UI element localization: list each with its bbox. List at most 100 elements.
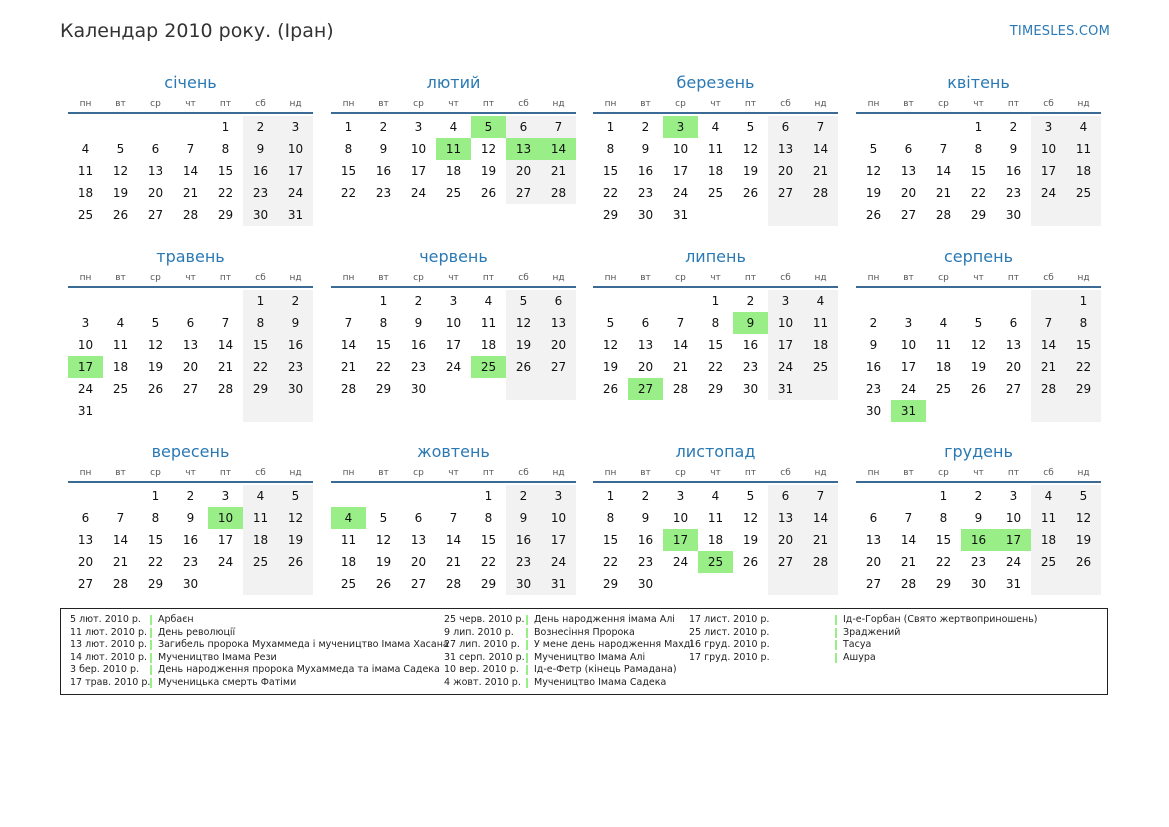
legend-holiday-name: Тасуа <box>843 639 872 651</box>
day-cell: 19 <box>515 338 532 352</box>
day-cell: 24 <box>900 382 917 396</box>
weekday-label: сб <box>1043 99 1054 109</box>
day-cell: 7 <box>221 316 230 330</box>
weekday-label: пн <box>79 273 92 283</box>
day-cell: 26 <box>865 208 882 222</box>
legend-holiday-name: День революції <box>158 626 236 638</box>
day-cell: 16 <box>1005 164 1022 178</box>
day-cell: 28 <box>812 555 829 569</box>
holiday-day-cell: 5 <box>471 116 506 138</box>
day-cell: 11 <box>935 338 952 352</box>
day-cell: 9 <box>974 511 983 525</box>
day-cell: 22 <box>480 555 497 569</box>
day-cell: 3 <box>1044 120 1053 134</box>
day-cell: 2 <box>379 120 388 134</box>
weekend-shade <box>278 116 313 226</box>
day-cell: 10 <box>550 511 567 525</box>
day-cell: 27 <box>410 577 427 591</box>
month-name: січень <box>164 73 217 92</box>
day-cell: 13 <box>77 533 94 547</box>
brand-link[interactable]: TIMESLES.COM <box>1009 24 1110 39</box>
day-cell: 4 <box>711 120 720 134</box>
day-cell: 22 <box>375 360 392 374</box>
weekday-label: вт <box>640 99 651 109</box>
day-cell: 27 <box>550 360 567 374</box>
day-cell: 1 <box>711 294 720 308</box>
day-cell: 13 <box>147 164 164 178</box>
day-cell: 29 <box>375 382 392 396</box>
day-cell: 23 <box>182 555 199 569</box>
day-cell: 13 <box>777 142 794 156</box>
day-cell: 13 <box>410 533 427 547</box>
weekday-label: чт <box>448 273 459 283</box>
month-name: травень <box>156 247 225 266</box>
day-cell: 5 <box>974 316 983 330</box>
day-cell: 26 <box>375 577 392 591</box>
day-cell: 28 <box>445 577 462 591</box>
day-cell: 14 <box>900 533 917 547</box>
day-cell: 19 <box>287 533 304 547</box>
weekday-label: ср <box>938 99 949 109</box>
weekday-label: вт <box>378 468 389 478</box>
day-cell: 23 <box>515 555 532 569</box>
day-cell: 20 <box>777 533 794 547</box>
day-cell: 30 <box>742 382 759 396</box>
day-cell: 7 <box>186 142 195 156</box>
weekend-shade <box>803 116 838 226</box>
weekday-label: нд <box>289 273 302 283</box>
day-cell: 12 <box>1075 511 1092 525</box>
day-cell: 26 <box>287 555 304 569</box>
weekday-label: ср <box>938 468 949 478</box>
day-cell: 8 <box>484 511 493 525</box>
legend-date: 16 груд. 2010 р. <box>689 639 770 651</box>
day-cell: 5 <box>379 511 388 525</box>
header-rule <box>331 286 576 288</box>
month-name: липень <box>685 247 746 266</box>
day-cell: 2 <box>641 489 650 503</box>
day-cell: 3 <box>81 316 90 330</box>
day-cell: 18 <box>1075 164 1092 178</box>
day-cell: 5 <box>116 142 125 156</box>
day-cell: 24 <box>672 555 689 569</box>
weekday-label: пт <box>744 99 757 109</box>
day-cell: 21 <box>217 360 234 374</box>
day-cell: 10 <box>287 142 304 156</box>
day-cell: 20 <box>410 555 427 569</box>
weekday-label: сб <box>255 99 266 109</box>
legend-marker <box>526 677 528 688</box>
weekend-shade <box>243 290 278 422</box>
weekday-label: пн <box>604 468 617 478</box>
day-cell: 17 <box>672 164 689 178</box>
weekday-label: ср <box>413 468 424 478</box>
legend-holiday-name: Мучеництво Імама Рези <box>158 651 277 663</box>
legend-marker <box>835 640 837 651</box>
day-cell: 30 <box>252 208 269 222</box>
day-cell: 9 <box>379 142 388 156</box>
weekday-label: вт <box>903 273 914 283</box>
month-name: червень <box>419 247 488 266</box>
day-cell: 10 <box>672 142 689 156</box>
day-cell: 3 <box>291 120 300 134</box>
day-cell: 18 <box>812 338 829 352</box>
day-cell: 26 <box>515 360 532 374</box>
day-cell: 14 <box>340 338 357 352</box>
day-cell: 28 <box>112 577 129 591</box>
day-cell: 14 <box>672 338 689 352</box>
day-cell: 18 <box>1040 533 1057 547</box>
legend-date: 25 черв. 2010 р. <box>444 614 525 625</box>
day-cell: 19 <box>1075 533 1092 547</box>
day-cell: 7 <box>554 120 563 134</box>
weekday-label: ср <box>675 273 686 283</box>
day-cell: 31 <box>672 208 689 222</box>
day-cell: 27 <box>900 208 917 222</box>
day-cell: 14 <box>935 164 952 178</box>
day-cell: 19 <box>970 360 987 374</box>
weekday-label: нд <box>814 468 827 478</box>
day-cell: 4 <box>116 316 125 330</box>
holiday-day-cell: 25 <box>471 356 506 378</box>
day-cell: 13 <box>865 533 882 547</box>
day-cell: 28 <box>340 382 357 396</box>
day-cell: 15 <box>217 164 234 178</box>
legend-marker <box>150 677 152 688</box>
day-cell: 28 <box>550 186 567 200</box>
